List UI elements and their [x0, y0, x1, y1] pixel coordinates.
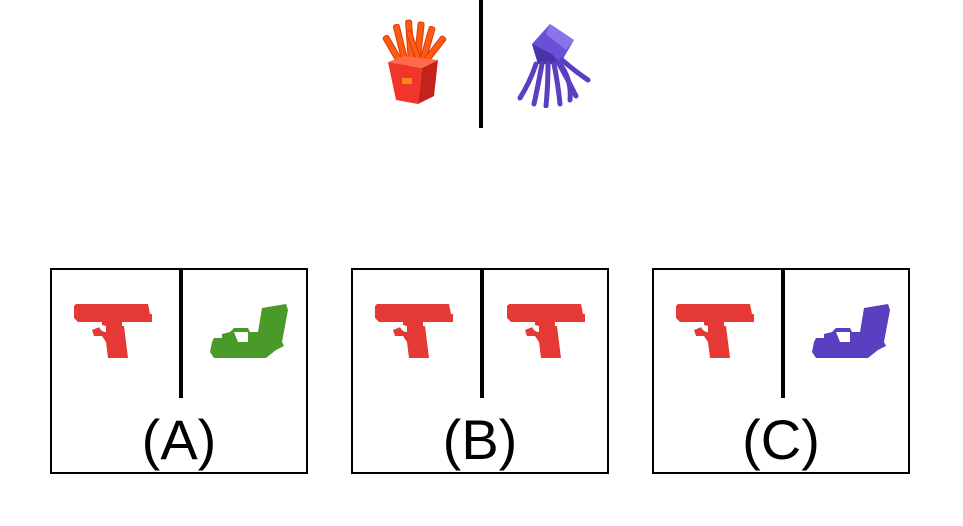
pistol-icon [507, 304, 585, 358]
pistol-icon [74, 304, 152, 358]
pistol-icon [375, 304, 453, 358]
option-b-card[interactable]: (B) [351, 268, 609, 474]
prompt-divider [479, 0, 483, 128]
option-a-divider [179, 270, 183, 398]
option-a-card[interactable]: (A) [50, 268, 308, 474]
option-c-divider [781, 270, 785, 398]
option-c-card[interactable]: (C) [652, 268, 910, 474]
option-a-label: (A) [141, 408, 217, 471]
pistol-icon [210, 304, 288, 358]
option-b-label: (B) [442, 408, 518, 471]
squid-icon [512, 20, 594, 109]
option-c-label: (C) [742, 408, 820, 471]
option-b-divider [480, 270, 484, 398]
french-fries-icon [378, 18, 460, 106]
pistol-icon [812, 304, 890, 358]
pistol-icon [676, 304, 754, 358]
